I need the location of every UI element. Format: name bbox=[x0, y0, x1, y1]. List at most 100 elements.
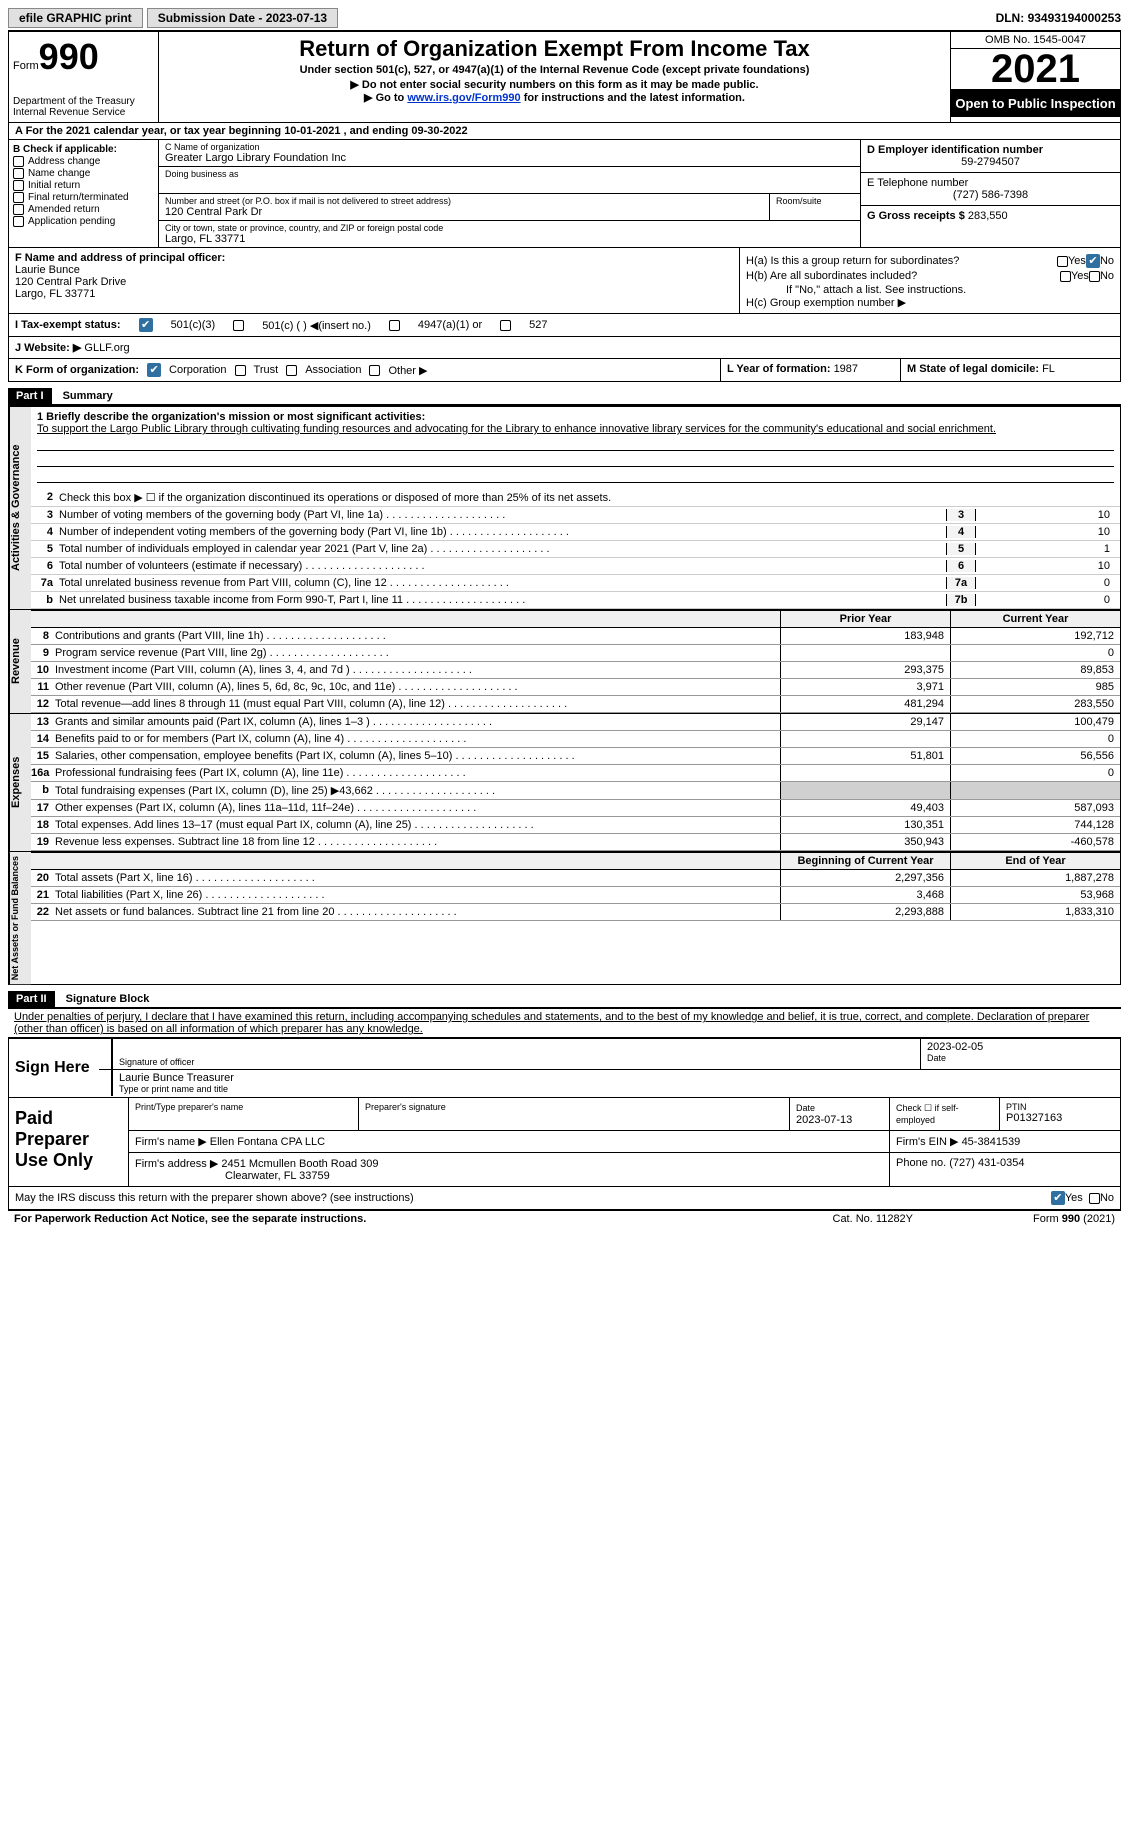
dln-label: DLN: bbox=[996, 11, 1028, 25]
org-name-block: C Name of organization Greater Largo Lib… bbox=[159, 140, 860, 167]
firm-addr2: Clearwater, FL 33759 bbox=[135, 1170, 883, 1182]
chk-yes[interactable] bbox=[1057, 256, 1068, 267]
address-left: Number and street (or P.O. box if mail i… bbox=[159, 194, 770, 220]
opt-assoc: Association bbox=[305, 364, 361, 376]
row-i-tax-status: I Tax-exempt status: ✔501(c)(3) 501(c) (… bbox=[8, 314, 1121, 337]
current-value: -460,578 bbox=[950, 834, 1120, 850]
data-line-15: 15 Salaries, other compensation, employe… bbox=[31, 748, 1120, 765]
chk-no[interactable] bbox=[1089, 1193, 1100, 1204]
line-no: 16a bbox=[31, 765, 55, 781]
part2-bar: Part II Signature Block bbox=[8, 985, 1121, 1009]
chk-4947[interactable] bbox=[389, 320, 400, 331]
footer-mid: Cat. No. 11282Y bbox=[833, 1213, 914, 1225]
bracket-icon bbox=[99, 1039, 113, 1069]
chk-name-change[interactable]: Name change bbox=[13, 168, 154, 179]
row-f-h: F Name and address of principal officer:… bbox=[8, 248, 1121, 314]
chk-corp-checked[interactable]: ✔ bbox=[147, 363, 161, 377]
num-box: 5 bbox=[946, 543, 976, 555]
chk-no-checked[interactable]: ✔ bbox=[1086, 254, 1100, 268]
l-value: 1987 bbox=[834, 363, 858, 375]
form990-link[interactable]: www.irs.gov/Form990 bbox=[407, 92, 520, 104]
j-label: J Website: ▶ bbox=[15, 341, 81, 354]
dln-value: 93493194000253 bbox=[1028, 11, 1121, 25]
prior-value bbox=[780, 645, 950, 661]
begin-year-header: Beginning of Current Year bbox=[780, 853, 950, 869]
paid-preparer-label: Paid Preparer Use Only bbox=[9, 1098, 129, 1186]
goto-pre: Go to bbox=[376, 92, 408, 104]
ha-label: H(a) Is this a group return for subordin… bbox=[746, 255, 1057, 267]
prior-value bbox=[780, 731, 950, 747]
chk-yes-checked[interactable]: ✔ bbox=[1051, 1191, 1065, 1205]
chk-amended-return[interactable]: Amended return bbox=[13, 204, 154, 215]
opt-trust: Trust bbox=[254, 364, 279, 376]
line-no: 4 bbox=[35, 526, 59, 538]
summary-line-6: 6 Total number of volunteers (estimate i… bbox=[31, 558, 1120, 575]
city-value: Largo, FL 33771 bbox=[165, 233, 854, 245]
submission-date-button[interactable]: Submission Date - 2023-07-13 bbox=[147, 8, 338, 28]
line-text: Salaries, other compensation, employee b… bbox=[55, 748, 780, 764]
k-label: K Form of organization: bbox=[15, 364, 139, 376]
prep-date-value: 2023-07-13 bbox=[796, 1114, 883, 1126]
line-text: Total fundraising expenses (Part IX, col… bbox=[55, 782, 780, 799]
part1-title: Summary bbox=[55, 388, 121, 404]
blank-line bbox=[37, 437, 1114, 451]
chk-initial-return[interactable]: Initial return bbox=[13, 180, 154, 191]
section-expenses: Expenses 13 Grants and similar amounts p… bbox=[8, 714, 1121, 852]
line-text: Benefits paid to or for members (Part IX… bbox=[55, 731, 780, 747]
prior-value: 350,943 bbox=[780, 834, 950, 850]
row-j-website: J Website: ▶ GLLF.org bbox=[8, 337, 1121, 359]
chk-address-change[interactable]: Address change bbox=[13, 156, 154, 167]
hb-label: H(b) Are all subordinates included? bbox=[746, 270, 1060, 282]
chk-application-pending[interactable]: Application pending bbox=[13, 216, 154, 227]
sig-row-1: Signature of officer 2023-02-05 Date bbox=[99, 1039, 1120, 1070]
prior-value: 49,403 bbox=[780, 800, 950, 816]
yes-label: Yes bbox=[1068, 255, 1086, 267]
checkbox-icon bbox=[13, 204, 24, 215]
m-state-domicile: M State of legal domicile: FL bbox=[900, 359, 1120, 381]
bracket-icon bbox=[99, 1070, 113, 1096]
opt-other: Other ▶ bbox=[388, 364, 427, 377]
ptin-value: P01327163 bbox=[1006, 1112, 1114, 1124]
current-value: 587,093 bbox=[950, 800, 1120, 816]
chk-other[interactable] bbox=[369, 365, 380, 376]
mission-block: 1 Briefly describe the organization's mi… bbox=[31, 407, 1120, 489]
line-text: Total number of individuals employed in … bbox=[59, 543, 946, 555]
blank-line bbox=[37, 453, 1114, 467]
chk-501c3-checked[interactable]: ✔ bbox=[139, 318, 153, 332]
chk-yes[interactable] bbox=[1060, 271, 1071, 282]
sig-date-label: Date bbox=[927, 1053, 1114, 1063]
chk-no[interactable] bbox=[1089, 271, 1100, 282]
line-no: 22 bbox=[31, 904, 55, 920]
chk-527[interactable] bbox=[500, 320, 511, 331]
summary-line-7a: 7a Total unrelated business revenue from… bbox=[31, 575, 1120, 592]
line-text: Revenue less expenses. Subtract line 18 … bbox=[55, 834, 780, 850]
prior-year-header: Prior Year bbox=[780, 611, 950, 627]
subtitle-2: Do not enter social security numbers on … bbox=[163, 78, 946, 91]
data-line-16a: 16a Professional fundraising fees (Part … bbox=[31, 765, 1120, 782]
chk-label: Address change bbox=[28, 156, 100, 167]
i-label: I Tax-exempt status: bbox=[15, 319, 121, 331]
l-year-formation: L Year of formation: 1987 bbox=[720, 359, 900, 381]
chk-trust[interactable] bbox=[235, 365, 246, 376]
firm-addr-label: Firm's address ▶ bbox=[135, 1158, 218, 1170]
chk-501c[interactable] bbox=[233, 320, 244, 331]
firm-addr-cell: Firm's address ▶ 2451 Mcmullen Booth Roa… bbox=[129, 1153, 890, 1186]
summary-line-4: 4 Number of independent voting members o… bbox=[31, 524, 1120, 541]
chk-assoc[interactable] bbox=[286, 365, 297, 376]
prep-name-cell: Print/Type preparer's name bbox=[129, 1098, 359, 1130]
form-header: Form990 Department of the Treasury Inter… bbox=[8, 31, 1121, 123]
part2-title: Signature Block bbox=[58, 991, 158, 1007]
chk-final-return[interactable]: Final return/terminated bbox=[13, 192, 154, 203]
no-label: No bbox=[1100, 270, 1114, 282]
line-no: 21 bbox=[31, 887, 55, 903]
efile-print-button[interactable]: efile GRAPHIC print bbox=[8, 8, 143, 28]
current-value: 0 bbox=[950, 765, 1120, 781]
firm-name-label: Firm's name ▶ bbox=[135, 1136, 207, 1148]
value: 1 bbox=[976, 543, 1116, 555]
data-line-11: 11 Other revenue (Part VIII, column (A),… bbox=[31, 679, 1120, 696]
org-name-label: C Name of organization bbox=[165, 142, 854, 152]
sign-here-label: Sign Here bbox=[9, 1039, 99, 1097]
mission-text: To support the Largo Public Library thro… bbox=[37, 423, 1114, 435]
data-line-b: b Total fundraising expenses (Part IX, c… bbox=[31, 782, 1120, 800]
current-value bbox=[950, 782, 1120, 799]
